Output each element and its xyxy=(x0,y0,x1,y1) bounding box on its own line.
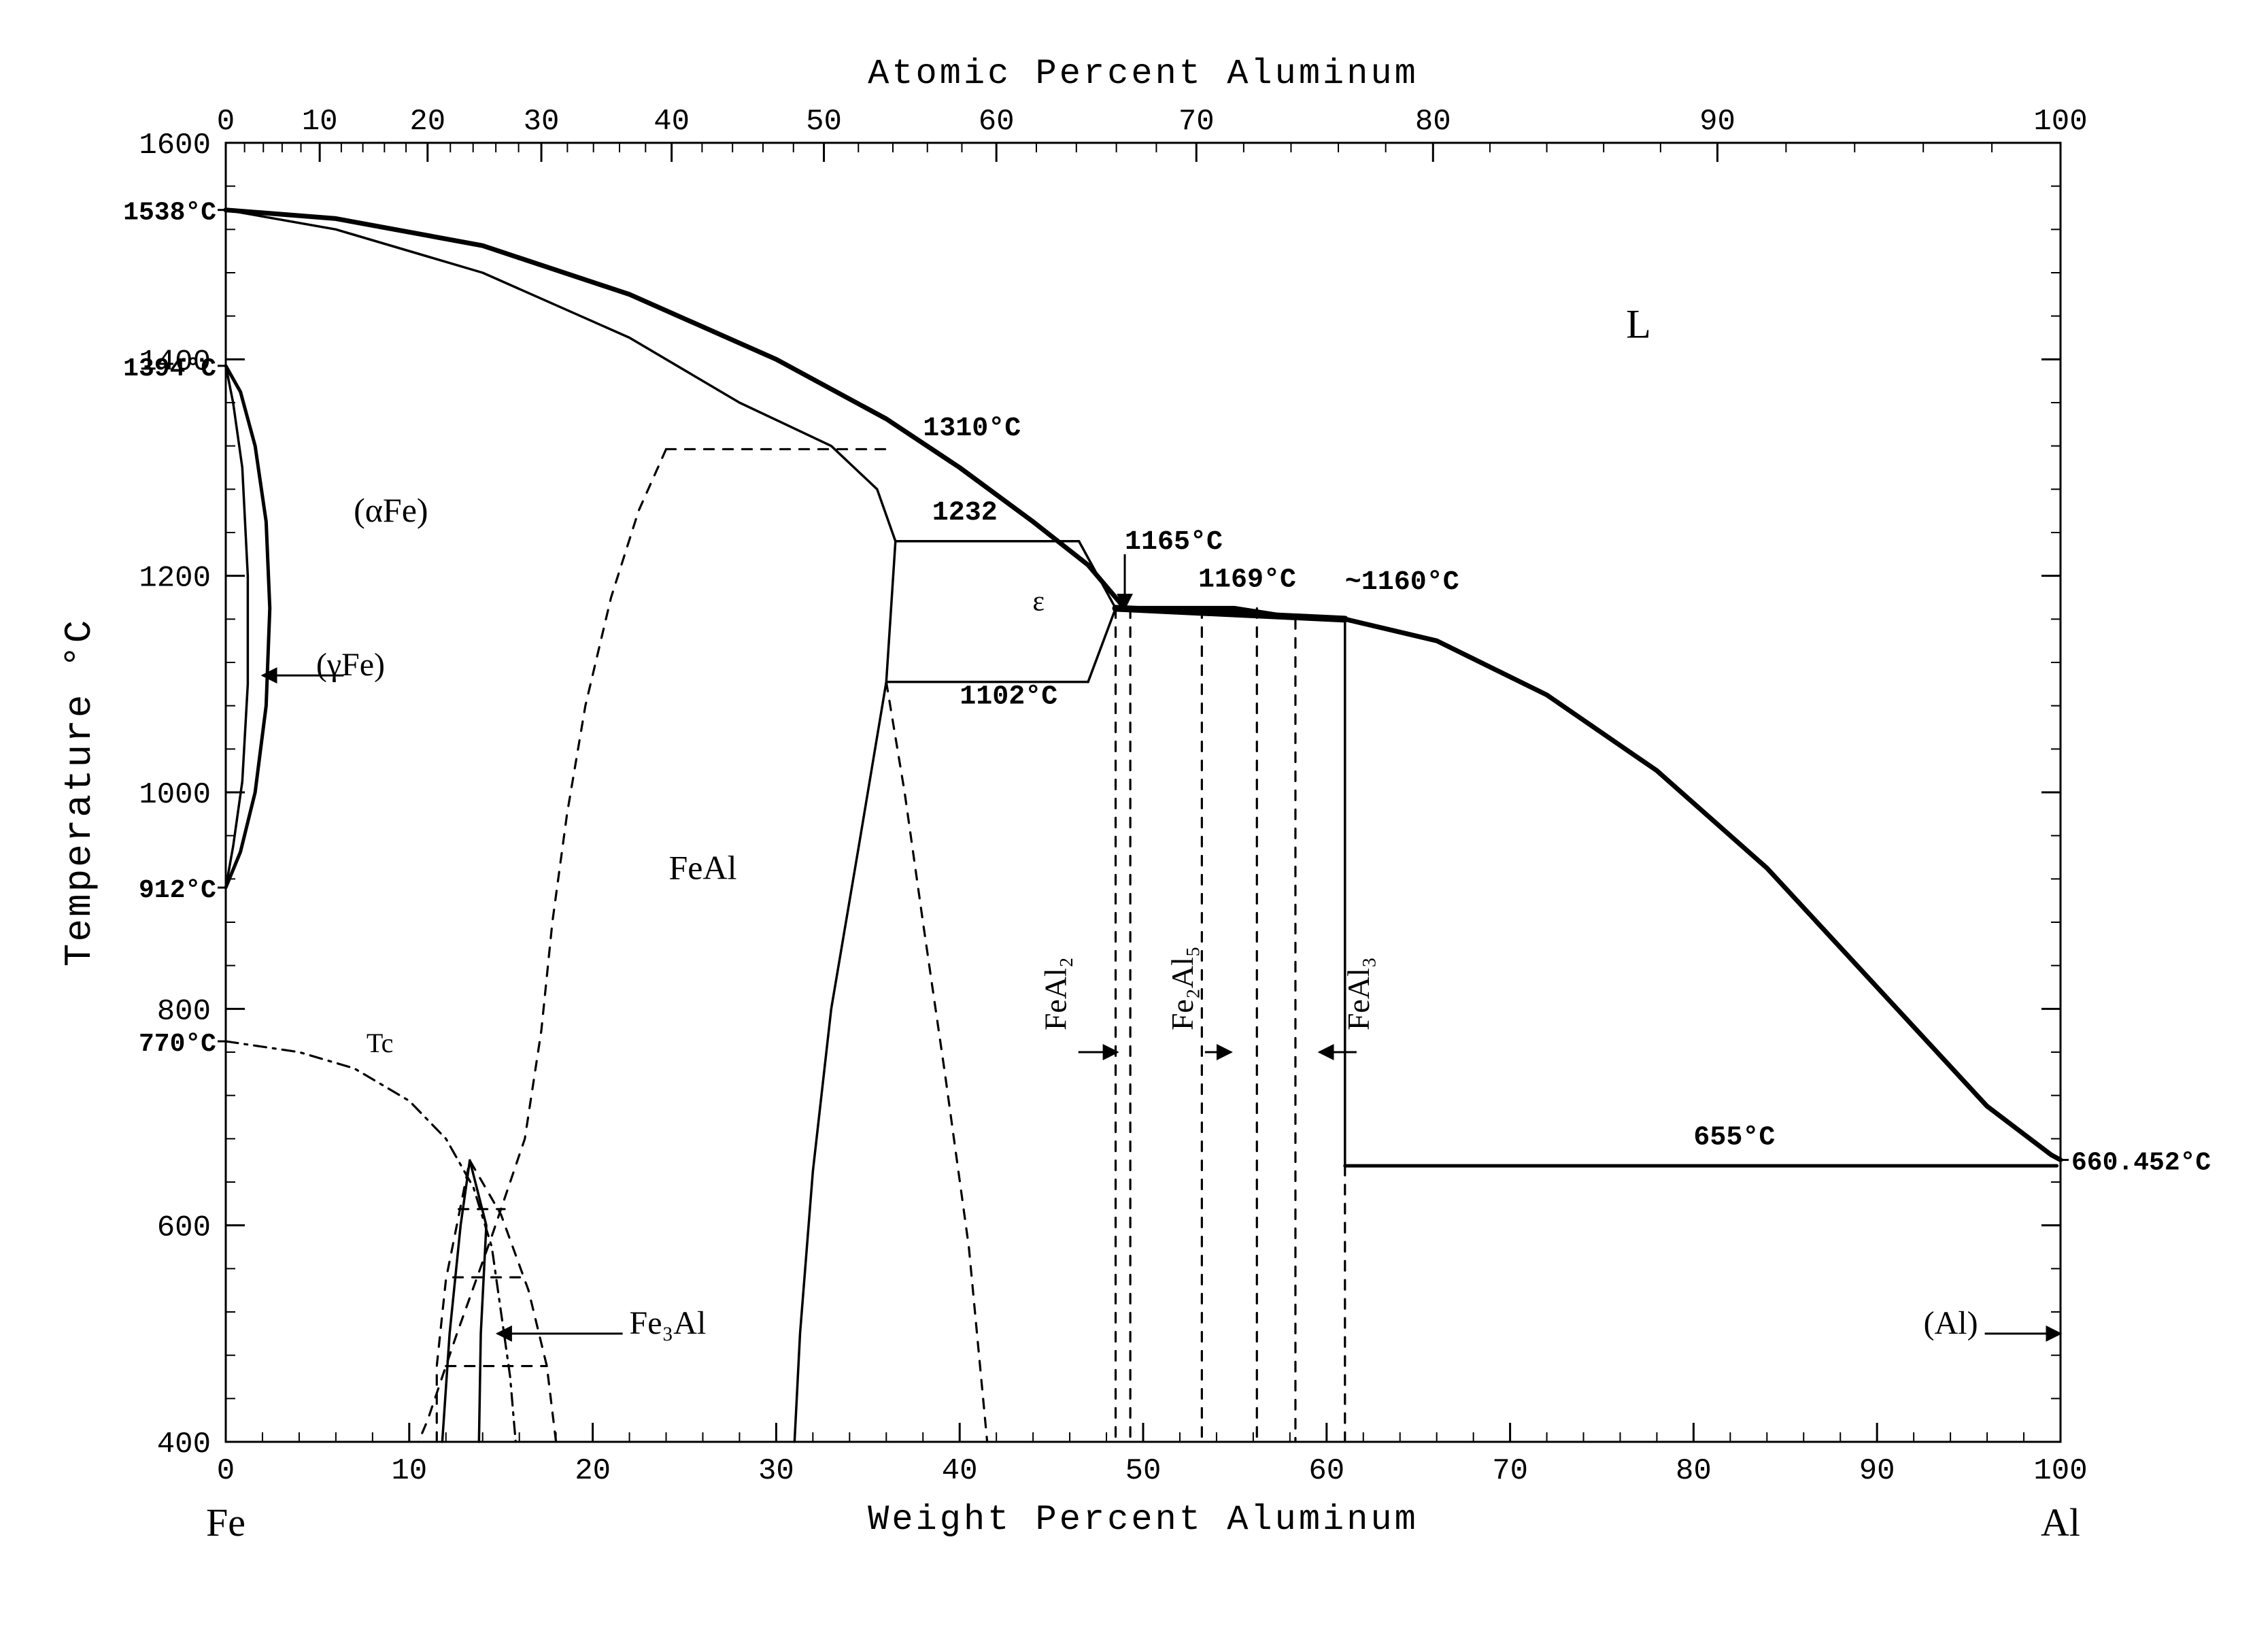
curve-order-disorder-upper xyxy=(418,449,666,1442)
chart-svg: 0102030405060708090100Weight Percent Alu… xyxy=(0,0,2255,1652)
right-temp-label: 660.452°C xyxy=(2071,1148,2211,1177)
x-bottom-tick-label: 70 xyxy=(1492,1454,1528,1488)
x-bottom-title: Weight Percent Aluminum xyxy=(868,1500,1419,1540)
phase-label: Tc xyxy=(367,1028,393,1058)
curve-gamma-loop-inner xyxy=(226,366,248,888)
y-tick-label: 1200 xyxy=(139,562,211,596)
inline-temp-label: 1102°C xyxy=(960,681,1057,712)
left-temp-label: 1394°C xyxy=(123,354,216,384)
y-tick-label: 800 xyxy=(157,994,211,1028)
x-top-tick-label: 0 xyxy=(217,105,235,139)
y-tick-label: 1600 xyxy=(139,129,211,163)
left-temp-label: 770°C xyxy=(139,1030,216,1059)
left-temp-label: 912°C xyxy=(139,876,216,905)
curve-Tc-curve xyxy=(226,1041,515,1442)
x-top-title: Atomic Percent Aluminum xyxy=(868,54,1419,94)
vertical-phase-label: Fe₂Al₅ xyxy=(1165,946,1200,1030)
x-bottom-tick-label: 90 xyxy=(1859,1454,1895,1488)
x-bottom-tick-label: 50 xyxy=(1125,1454,1162,1488)
y-tick-label: 1000 xyxy=(139,778,211,812)
curve-fe3al-left xyxy=(442,1160,469,1442)
inline-temp-label: 1165°C xyxy=(1125,527,1223,558)
phase-label: (αFe) xyxy=(354,491,428,529)
x-top-tick-label: 50 xyxy=(806,105,842,139)
inline-temp-label: 1169°C xyxy=(1198,565,1296,596)
curve-eps-bottom-right xyxy=(1088,608,1115,681)
y-tick-label: 400 xyxy=(157,1428,211,1462)
phase-label: ε xyxy=(1032,586,1045,618)
phase-label: FeAl xyxy=(668,848,736,886)
curve-eps-bottom-left xyxy=(886,541,895,682)
vertical-phase-label: FeAl₃ xyxy=(1341,957,1376,1030)
x-top-tick-label: 10 xyxy=(302,105,338,139)
plot-border xyxy=(226,143,2061,1442)
curve-fe3al-dome xyxy=(437,1160,556,1442)
x-bottom-tick-label: 60 xyxy=(1308,1454,1344,1488)
x-top-tick-label: 30 xyxy=(524,105,560,139)
x-bottom-tick-label: 40 xyxy=(942,1454,978,1488)
curve-eps-left-ext xyxy=(886,682,987,1442)
x-right-end: Al xyxy=(2041,1500,2080,1545)
curve-FeAl-right-boundary xyxy=(794,682,886,1442)
x-top-tick-label: 40 xyxy=(654,105,690,139)
x-top-tick-label: 80 xyxy=(1415,105,1451,139)
inline-temp-label: 1232 xyxy=(932,498,998,528)
x-bottom-tick-label: 100 xyxy=(2033,1454,2087,1488)
inline-temp-label: ~1160°C xyxy=(1345,567,1459,598)
x-left-end: Fe xyxy=(206,1500,245,1545)
inline-temp-label: 1310°C xyxy=(923,414,1021,444)
curve-solidus-alpha xyxy=(226,210,896,541)
left-temp-label: 1538°C xyxy=(123,199,216,228)
x-top-tick-label: 70 xyxy=(1179,105,1215,139)
phase-label: L xyxy=(1626,302,1651,347)
y-title: Temperature °C xyxy=(58,618,101,966)
phase-label: (Al) xyxy=(1924,1305,1978,1341)
x-bottom-tick-label: 30 xyxy=(758,1454,794,1488)
phase-diagram-chart: 0102030405060708090100Weight Percent Alu… xyxy=(0,0,2255,1652)
x-top-tick-label: 60 xyxy=(979,105,1015,139)
phase-label: Fe₃Al xyxy=(630,1305,707,1341)
x-bottom-tick-label: 0 xyxy=(217,1454,235,1488)
phase-label: (γFe) xyxy=(316,647,385,683)
x-bottom-tick-label: 10 xyxy=(391,1454,427,1488)
x-top-tick-label: 100 xyxy=(2033,105,2087,139)
y-tick-label: 600 xyxy=(157,1211,211,1245)
x-top-tick-label: 20 xyxy=(409,105,445,139)
x-bottom-tick-label: 20 xyxy=(575,1454,611,1488)
curve-eps-top-right xyxy=(1079,541,1116,609)
x-top-tick-label: 90 xyxy=(1699,105,1735,139)
x-bottom-tick-label: 80 xyxy=(1676,1454,1712,1488)
inline-temp-label: 655°C xyxy=(1693,1122,1775,1153)
vertical-phase-label: FeAl₂ xyxy=(1038,957,1073,1030)
curve-liquidus xyxy=(226,210,2061,1160)
